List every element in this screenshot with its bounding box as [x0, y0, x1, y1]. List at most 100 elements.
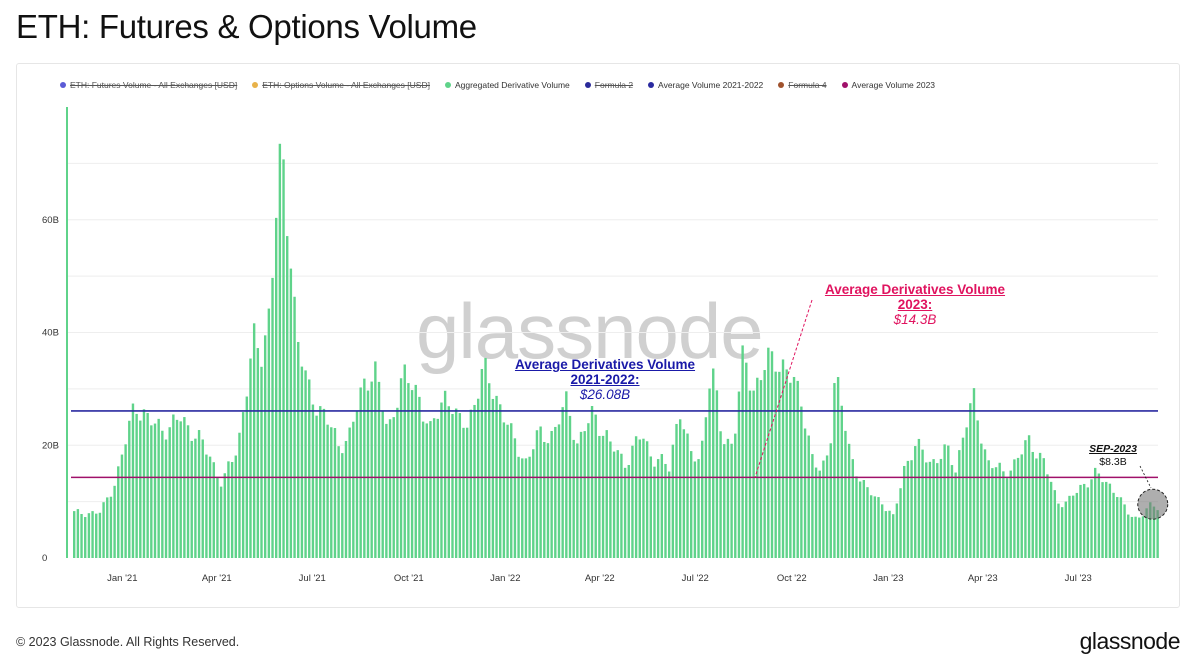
volume-bar: [623, 467, 627, 558]
volume-bar: [524, 458, 528, 558]
volume-bar: [388, 419, 392, 558]
volume-bar: [326, 424, 329, 558]
volume-bar: [267, 308, 271, 558]
x-tick-label: Apr '21: [202, 573, 232, 584]
volume-bar: [730, 443, 733, 558]
volume-bar: [76, 509, 80, 558]
volume-bar: [1049, 481, 1053, 558]
legend-label: ETH: Futures Volume - All Exchanges [USD…: [70, 80, 238, 90]
volume-bar: [1075, 492, 1079, 558]
volume-bar: [1038, 452, 1042, 558]
volume-bar: [653, 466, 656, 558]
volume-bar: [465, 427, 469, 558]
volume-bar: [385, 423, 388, 558]
volume-bar: [1009, 470, 1012, 558]
volume-bar: [186, 425, 190, 558]
avg-2122-value: $26.08B: [579, 387, 631, 402]
volume-bar: [976, 420, 979, 558]
page-title: ETH: Futures & Options Volume: [16, 8, 477, 45]
volume-bar: [774, 371, 777, 558]
volume-bar: [763, 370, 766, 558]
volume-bar: [836, 377, 840, 558]
volume-bar: [906, 460, 910, 558]
volume-bar: [95, 513, 98, 558]
volume-bar: [664, 463, 667, 558]
volume-bar: [814, 467, 818, 558]
legend-item[interactable]: Formula 4: [778, 80, 827, 90]
volume-bar: [480, 368, 484, 558]
volume-bar: [910, 460, 913, 558]
sep-2023-title: SEP-2023: [1089, 443, 1137, 455]
volume-bar: [844, 430, 847, 558]
legend-item[interactable]: Formula 2: [584, 80, 633, 90]
volume-bar: [403, 364, 406, 558]
volume-bar: [671, 444, 675, 558]
volume-bar: [517, 456, 520, 558]
volume-bar: [961, 437, 965, 558]
volume-bar: [983, 449, 987, 558]
legend-dot-icon: [60, 82, 66, 88]
legend-item[interactable]: ETH: Options Volume - All Exchanges [USD…: [252, 80, 430, 90]
volume-bar: [811, 454, 814, 558]
avg-2023-value: $14.3B: [893, 312, 937, 327]
volume-bar: [230, 462, 234, 558]
volume-bar: [1152, 506, 1156, 558]
volume-bar: [73, 511, 76, 558]
legend-dot-icon: [444, 82, 451, 88]
volume-bar: [642, 438, 645, 558]
volume-bar: [432, 418, 436, 558]
volume-bar: [954, 472, 957, 558]
volume-bar: [998, 462, 1001, 558]
volume-bar: [594, 414, 597, 558]
legend-dot-icon: [584, 82, 591, 88]
volume-bar: [1005, 478, 1009, 558]
volume-bar: [374, 361, 377, 558]
legend-item[interactable]: Aggregated Derivative Volume: [444, 80, 570, 90]
volume-bar: [550, 430, 553, 558]
volume-bar: [234, 455, 237, 558]
volume-bar: [304, 370, 307, 558]
volume-bar: [921, 449, 924, 558]
avg-2122-title-line1: Average Derivatives Volume: [514, 357, 696, 372]
volume-bar: [543, 441, 546, 558]
volume-bar: [1082, 483, 1086, 558]
volume-bar: [238, 432, 241, 558]
legend-item[interactable]: Average Volume 2023: [841, 80, 935, 90]
volume-bar: [370, 381, 373, 558]
volume-bar: [895, 503, 899, 558]
volume-bar: [396, 407, 399, 558]
volume-bar: [532, 449, 535, 558]
legend-item[interactable]: ETH: Futures Volume - All Exchanges [USD…: [60, 80, 237, 90]
volume-bar: [759, 380, 763, 558]
volume-bar: [1060, 507, 1064, 558]
y-tick-label: 60B: [42, 215, 59, 226]
volume-bar: [117, 466, 120, 558]
volume-bar: [271, 277, 274, 558]
volume-bar: [183, 417, 186, 558]
volume-bar: [282, 159, 285, 559]
copyright-text: © 2023 Glassnode. All Rights Reserved.: [16, 635, 240, 649]
volume-bar: [565, 391, 568, 558]
volume-bar: [888, 510, 891, 558]
y-tick-label: 40B: [42, 328, 59, 339]
volume-bar: [197, 430, 201, 558]
volume-bar: [172, 414, 175, 558]
volume-bar: [1020, 454, 1023, 558]
volume-bar: [862, 480, 866, 558]
legend-dot-icon: [648, 82, 655, 88]
volume-bar: [366, 390, 370, 558]
sep-2023-annotation: SEP-2023 $8.3B: [1078, 443, 1148, 469]
volume-bar: [510, 423, 513, 558]
volume-bar: [164, 439, 168, 558]
volume-bar: [825, 455, 829, 558]
x-tick-label: Apr '22: [585, 573, 615, 584]
legend-item[interactable]: Average Volume 2021-2022: [648, 80, 763, 90]
volume-bar: [792, 376, 796, 558]
volume-bar: [425, 423, 428, 558]
chart-legend: ETH: Futures Volume - All Exchanges [USD…: [60, 80, 935, 90]
volume-bar: [341, 453, 344, 558]
volume-bar: [712, 368, 715, 558]
volume-bar: [943, 444, 946, 558]
volume-bar: [576, 443, 579, 558]
